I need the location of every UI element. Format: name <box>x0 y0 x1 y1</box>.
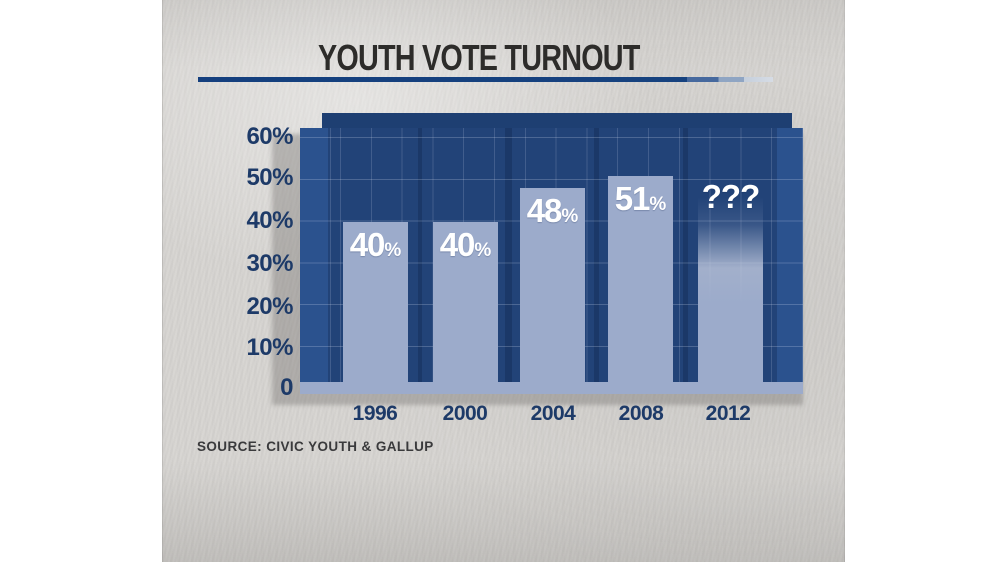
bar-2004: 48% <box>520 188 585 394</box>
bar-2008: 51% <box>608 175 673 394</box>
y-axis-tick-50: 50% <box>246 164 293 191</box>
bar-2012: ???% <box>698 180 763 394</box>
x-axis-label-1996: 1996 <box>352 402 398 425</box>
title-underline-rule <box>198 77 773 82</box>
bar-1996: 40% <box>343 222 408 394</box>
bar-2000: 40% <box>433 222 498 394</box>
x-axis-label-2012: 2012 <box>705 402 751 425</box>
bar-value-label-2004: 48% <box>526 192 579 230</box>
bar-value-label-1996: 40% <box>349 226 402 263</box>
x-axis-label-2004: 2004 <box>530 402 576 425</box>
y-axis-tick-60: 60% <box>246 123 293 150</box>
bar-value-label-2000: 40% <box>439 226 492 263</box>
bar-value-label-2012: ???% <box>701 177 760 215</box>
chart-title: YOUTH VOTE TURNOUT <box>318 37 640 78</box>
y-axis-tick-10: 10% <box>246 334 293 361</box>
source-attribution: SOURCE: CIVIC YOUTH & GALLUP <box>197 439 434 454</box>
y-axis-tick-30: 30% <box>246 250 293 277</box>
x-axis-label-2000: 2000 <box>442 402 488 425</box>
x-axis-label-2008: 2008 <box>618 402 664 425</box>
y-axis-tick-20: 20% <box>246 293 293 320</box>
y-axis-tick-0: 0 <box>280 374 293 401</box>
bar-value-label-2008: 51% <box>614 179 667 217</box>
y-axis-tick-40: 40% <box>246 207 293 234</box>
